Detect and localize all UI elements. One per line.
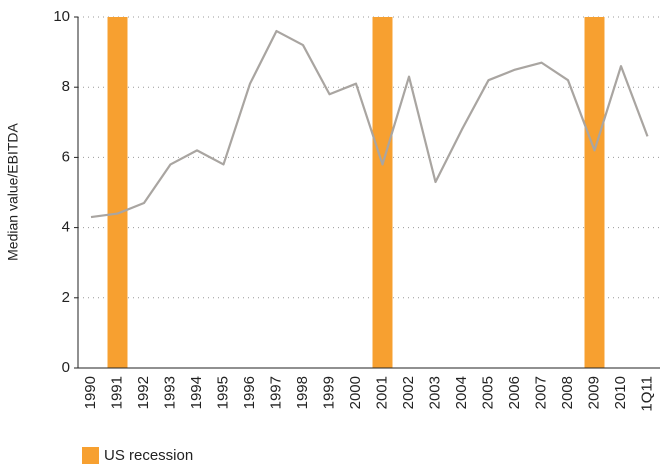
x-tick-label: 1992 bbox=[135, 376, 152, 409]
x-tick-label: 2004 bbox=[453, 376, 470, 409]
recession-bar bbox=[107, 17, 128, 368]
line bbox=[90, 29, 649, 219]
x-tick-label: 1998 bbox=[294, 376, 311, 409]
y-tick-label: 10 bbox=[53, 8, 70, 25]
legend-swatch bbox=[82, 447, 99, 464]
x-tick-label: 2002 bbox=[400, 376, 417, 409]
x-tick-label: 1994 bbox=[188, 376, 205, 409]
y-tick-label: 8 bbox=[62, 78, 70, 95]
y-tick-label: 0 bbox=[62, 359, 70, 376]
x-tick-label: 2007 bbox=[532, 376, 549, 409]
y-tick-label: 2 bbox=[62, 289, 70, 306]
x-tick-label: 1993 bbox=[161, 376, 178, 409]
x-tick-label: 1990 bbox=[82, 376, 99, 409]
x-tick-label: 2005 bbox=[479, 376, 496, 409]
x-tick-label: 1999 bbox=[320, 376, 337, 409]
x-tick-label: 1996 bbox=[241, 376, 258, 409]
x-tick-label: 2008 bbox=[559, 376, 576, 409]
y-tick-label: 6 bbox=[62, 148, 70, 165]
x-tick-label: 2010 bbox=[612, 376, 629, 409]
legend-label: US recession bbox=[104, 447, 193, 464]
x-tick-label: 2001 bbox=[373, 376, 390, 409]
recession-bar bbox=[372, 17, 393, 368]
x-tick-label: 2003 bbox=[426, 376, 443, 409]
x-tick-label: 1Q11 bbox=[638, 376, 655, 412]
x-tick-label: 2006 bbox=[506, 376, 523, 409]
x-tick-label: 1995 bbox=[214, 376, 231, 409]
x-tick-label: 2000 bbox=[347, 376, 364, 409]
x-tick-label: 2009 bbox=[585, 376, 602, 409]
y-tick-label: 4 bbox=[62, 219, 70, 236]
x-tick-label: 1997 bbox=[267, 376, 284, 409]
y-axis-label: Median value/EBITDA bbox=[5, 122, 21, 260]
x-tick-label: 1991 bbox=[108, 376, 125, 409]
recession-bar bbox=[584, 17, 605, 368]
